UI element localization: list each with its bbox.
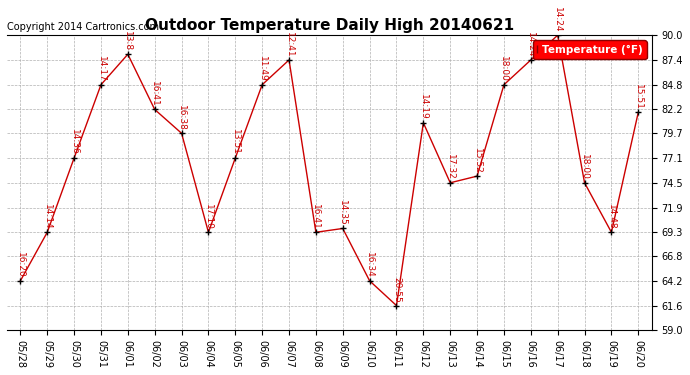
Text: 18:00: 18:00 <box>580 154 589 180</box>
Text: 16:41: 16:41 <box>311 204 320 230</box>
Text: 16:38: 16:38 <box>177 105 186 130</box>
Text: 16:34: 16:34 <box>365 252 374 278</box>
Text: 13:8: 13:8 <box>124 32 132 51</box>
Text: 14:24: 14:24 <box>526 32 535 57</box>
Text: 14:14: 14:14 <box>43 204 52 230</box>
Text: 14:24: 14:24 <box>553 7 562 33</box>
Text: 16:20: 16:20 <box>16 252 25 278</box>
Text: 20:55: 20:55 <box>392 277 401 303</box>
Text: 11:49: 11:49 <box>257 56 266 82</box>
Legend: Temperature (°F): Temperature (°F) <box>533 40 647 59</box>
Text: 14:36: 14:36 <box>70 129 79 155</box>
Text: 14:48: 14:48 <box>607 204 616 230</box>
Text: 14:35: 14:35 <box>338 200 347 226</box>
Text: 13:51: 13:51 <box>230 129 240 155</box>
Title: Outdoor Temperature Daily High 20140621: Outdoor Temperature Daily High 20140621 <box>145 18 514 33</box>
Text: Copyright 2014 Cartronics.com: Copyright 2014 Cartronics.com <box>7 22 159 32</box>
Text: 12:41: 12:41 <box>284 32 293 57</box>
Text: 15:51: 15:51 <box>634 84 643 110</box>
Text: 17:32: 17:32 <box>446 154 455 180</box>
Text: 14:19: 14:19 <box>419 94 428 120</box>
Text: 16:41: 16:41 <box>150 81 159 107</box>
Text: 15:52: 15:52 <box>473 148 482 173</box>
Text: 17:10: 17:10 <box>204 204 213 230</box>
Text: 14:17: 14:17 <box>97 56 106 82</box>
Text: 18:00: 18:00 <box>500 56 509 82</box>
